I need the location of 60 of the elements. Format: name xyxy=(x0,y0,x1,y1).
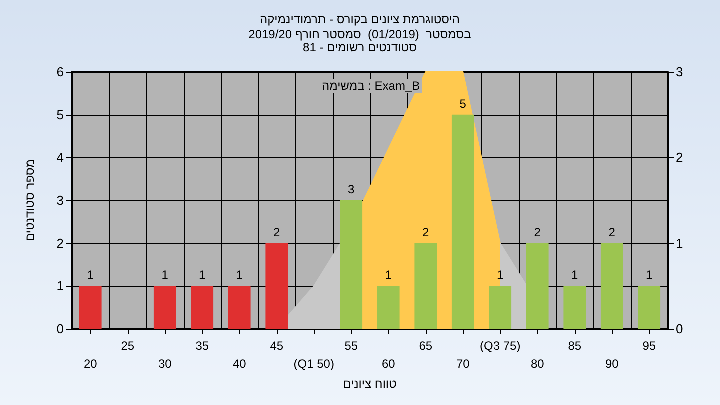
bar xyxy=(377,286,400,329)
data-label: 1 xyxy=(162,268,169,282)
y-tick-label: 2 xyxy=(56,236,64,251)
bar xyxy=(564,286,586,329)
y-tick-label: 6 xyxy=(56,64,64,80)
data-label: 2 xyxy=(534,225,542,240)
bar xyxy=(526,243,549,329)
y-tick-label: 4 xyxy=(56,150,64,166)
x-tick-label: 25 xyxy=(121,339,135,353)
bar xyxy=(191,286,214,329)
x-tick-label: 30 xyxy=(158,357,172,371)
data-label: 1 xyxy=(385,268,392,282)
x-tick-label: 60 xyxy=(382,357,396,371)
data-label: 1 xyxy=(236,268,244,282)
data-label: 1 xyxy=(497,268,504,282)
x-tick-label: 20 xyxy=(84,357,98,371)
x-tick-label: 85 xyxy=(568,339,582,353)
chart-title: היסטוגרמת ציונים בקורס - תרמודינמיקה xyxy=(260,12,460,26)
x-tick-label: 40 xyxy=(232,357,247,371)
bar xyxy=(154,286,176,329)
data-label: 2 xyxy=(608,225,616,240)
y-tick-label: 5 xyxy=(56,107,64,122)
x-tick-label: 80 xyxy=(530,357,545,371)
y-tick-label: 3 xyxy=(56,193,64,208)
data-label: 1 xyxy=(646,268,654,282)
x-tick-label: 95 xyxy=(642,339,656,353)
y2-tick-label: 1 xyxy=(676,236,684,251)
y2-tick-label: 0 xyxy=(676,322,684,336)
data-label: 1 xyxy=(199,268,206,282)
data-label: 1 xyxy=(87,268,94,282)
bar xyxy=(452,114,474,329)
x-tick-label: (Q3 75) xyxy=(480,339,521,353)
data-label: 1 xyxy=(572,268,579,282)
x-tick-label: 90 xyxy=(605,357,620,371)
bar xyxy=(79,286,102,329)
y-axis-title: מספר סטודנטים xyxy=(23,159,37,242)
data-label: 2 xyxy=(422,225,430,240)
bar xyxy=(638,286,661,329)
chart-subtitle: בסמסטר (01/2019) סמסטר חורף 2019/20 סטודנטים רשומים - 81 xyxy=(248,28,472,54)
bar xyxy=(489,286,512,329)
y-tick-label: 0 xyxy=(56,322,64,336)
x-tick-label: 35 xyxy=(196,339,210,353)
x-tick-label: 65 xyxy=(419,339,433,353)
bar xyxy=(414,243,438,329)
y2-tick-label: 2 xyxy=(676,150,684,166)
bar xyxy=(340,200,363,329)
x-axis-title: טווח ציונים xyxy=(343,376,398,391)
bar xyxy=(266,243,288,329)
x-tick-label: 45 xyxy=(270,339,284,353)
annotation: במשימה : Exam_B xyxy=(322,79,420,93)
x-tick-label: 70 xyxy=(456,357,470,371)
data-label: 2 xyxy=(274,225,281,240)
data-label: 3 xyxy=(348,182,356,196)
bar xyxy=(228,286,251,329)
y-tick-label: 1 xyxy=(56,278,64,294)
x-tick-label: (Q1 50) xyxy=(294,357,334,371)
bar xyxy=(600,243,624,329)
x-tick-label: 55 xyxy=(344,339,358,353)
data-label: 5 xyxy=(460,96,467,111)
y2-tick-label: 3 xyxy=(676,64,684,80)
